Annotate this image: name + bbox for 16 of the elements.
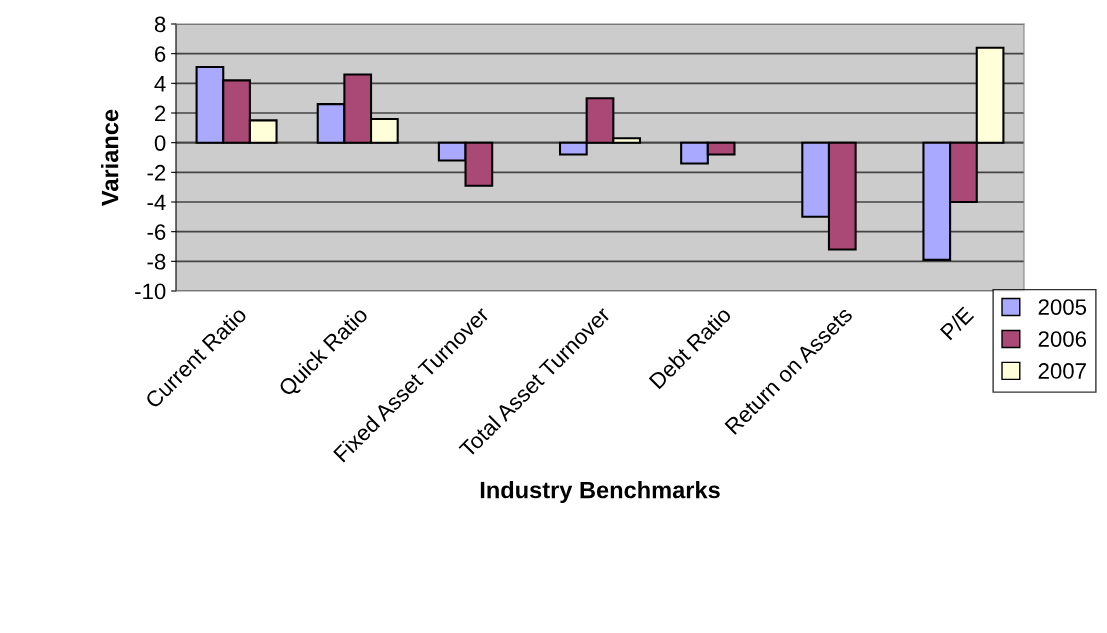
x-tick-label: P/E xyxy=(939,305,975,341)
y-tick-label: 8 xyxy=(154,16,166,33)
y-tick-label: -10 xyxy=(135,283,166,300)
legend-label: 2007 xyxy=(1038,363,1086,379)
legend-label: 2005 xyxy=(1038,299,1087,315)
y-tick-label: -4 xyxy=(147,194,166,211)
x-axis-title: Industry Benchmarks xyxy=(480,481,720,504)
y-tick-label: 6 xyxy=(155,46,166,62)
y-tick-label: 4 xyxy=(154,76,166,92)
y-tick-label: -8 xyxy=(147,253,166,270)
y-tick-label: -2 xyxy=(147,164,166,181)
legend-label: 2006 xyxy=(1038,331,1087,347)
y-tick-label: 0 xyxy=(154,135,166,151)
y-axis-title: Variance xyxy=(101,109,119,206)
y-tick-label: 2 xyxy=(155,105,166,122)
y-tick-label: -6 xyxy=(147,224,166,240)
